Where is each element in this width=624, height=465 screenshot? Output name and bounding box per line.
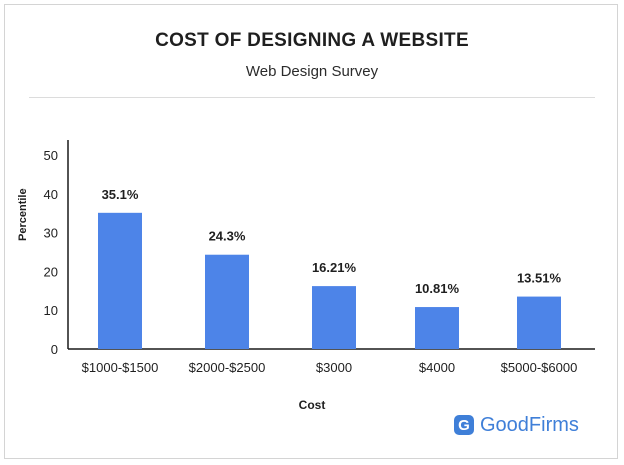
x-tick-label-3: $4000 xyxy=(419,360,455,375)
x-tick-label-4: $5000-$6000 xyxy=(501,360,578,375)
goodfirms-logo-icon: G xyxy=(454,415,474,435)
y-tick-label-2: 20 xyxy=(44,264,58,279)
data-label-3: 10.81% xyxy=(415,281,460,296)
x-tick-label-1: $2000-$2500 xyxy=(189,360,266,375)
y-tick-label-4: 40 xyxy=(44,187,58,202)
x-tick-label-2: $3000 xyxy=(316,360,352,375)
x-axis-title: Cost xyxy=(298,398,326,412)
bar-2 xyxy=(312,286,356,349)
goodfirms-logo: G GoodFirms xyxy=(454,412,579,438)
goodfirms-logo-text: GoodFirms xyxy=(480,413,579,436)
data-label-0: 35.1% xyxy=(102,187,139,202)
y-tick-label-3: 30 xyxy=(44,226,58,241)
x-tick-label-0: $1000-$1500 xyxy=(82,360,159,375)
title-divider xyxy=(29,97,595,98)
bar-0 xyxy=(98,212,142,349)
y-tick-label-1: 10 xyxy=(44,303,58,318)
data-label-2: 16.21% xyxy=(312,260,357,275)
bar-4 xyxy=(517,296,561,349)
chart-title: COST OF DESIGNING A WEBSITE xyxy=(155,30,469,51)
y-tick-label-0: 0 xyxy=(51,342,58,357)
data-label-4: 13.51% xyxy=(517,271,562,286)
data-label-1: 24.3% xyxy=(209,229,246,244)
y-axis-title: Percentile xyxy=(17,188,29,241)
y-tick-label-5: 50 xyxy=(44,148,58,163)
bar-1 xyxy=(205,254,249,349)
bar-3 xyxy=(415,307,459,349)
chart-subtitle: Web Design Survey xyxy=(245,63,379,80)
